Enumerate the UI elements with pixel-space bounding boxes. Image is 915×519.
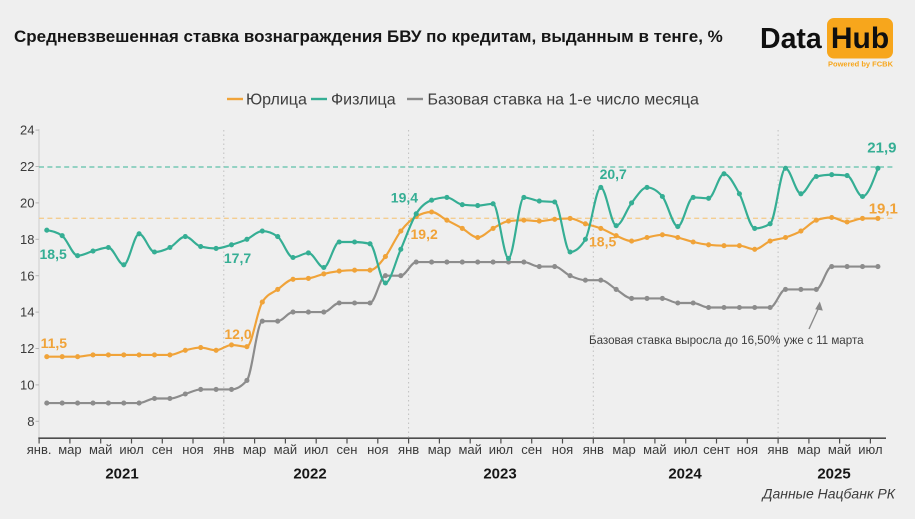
svg-text:Data: Data [760,23,823,55]
svg-text:сент: сент [703,442,730,457]
svg-text:ноя: ноя [552,442,573,457]
svg-text:11,5: 11,5 [41,335,68,351]
svg-text:май: май [458,442,481,457]
svg-text:2021: 2021 [105,466,138,483]
svg-text:мар: мар [428,442,451,457]
svg-text:21,9: 21,9 [867,140,896,157]
svg-text:24: 24 [20,123,34,138]
svg-text:17,7: 17,7 [224,250,251,266]
svg-text:2023: 2023 [483,466,516,483]
svg-text:сен: сен [337,442,358,457]
svg-text:19,2: 19,2 [411,226,438,242]
svg-text:мар: мар [612,442,635,457]
svg-text:янв: янв [398,442,419,457]
svg-text:Данные Нацбанк РК: Данные Нацбанк РК [761,486,896,502]
svg-text:мар: мар [58,442,81,457]
svg-text:Физлица: Физлица [331,92,396,109]
svg-text:сен: сен [521,442,542,457]
svg-text:янв: янв [768,442,789,457]
svg-text:Базовая ставка выросла до 16,5: Базовая ставка выросла до 16,50% уже с 1… [589,334,864,347]
svg-text:Powered by FCBK: Powered by FCBK [828,60,894,69]
svg-text:май: май [89,442,112,457]
svg-text:янв: янв [213,442,234,457]
svg-text:14: 14 [20,305,34,320]
svg-text:18: 18 [20,232,34,247]
svg-text:сен: сен [152,442,173,457]
svg-text:ноя: ноя [367,442,388,457]
svg-text:янв: янв [583,442,604,457]
svg-text:12,0: 12,0 [224,326,251,342]
svg-text:июл: июл [304,442,328,457]
svg-text:июл: июл [119,442,143,457]
svg-text:22: 22 [20,159,34,174]
svg-text:19,1: 19,1 [869,200,898,217]
svg-text:8: 8 [27,414,34,429]
svg-text:янв.: янв. [27,442,52,457]
svg-text:10: 10 [20,378,34,393]
svg-text:Hub: Hub [831,22,889,55]
svg-text:Средневзвешенная ставка вознаг: Средневзвешенная ставка вознаграждения Б… [14,27,723,46]
svg-text:12: 12 [20,341,34,356]
svg-text:20: 20 [20,196,34,211]
svg-text:Базовая ставка на 1-е число ме: Базовая ставка на 1-е число месяца [428,92,699,109]
svg-text:16: 16 [20,268,34,283]
svg-text:2024: 2024 [668,466,702,483]
svg-text:май: май [274,442,297,457]
svg-text:2025: 2025 [817,466,850,483]
svg-text:июл: июл [858,442,882,457]
svg-text:мар: мар [797,442,820,457]
svg-text:19,4: 19,4 [391,190,418,206]
svg-text:мар: мар [243,442,266,457]
svg-text:ноя: ноя [182,442,203,457]
svg-text:май: май [828,442,851,457]
svg-text:ноя: ноя [737,442,758,457]
svg-text:июл: июл [674,442,698,457]
svg-text:18,5: 18,5 [40,246,67,262]
svg-text:май: май [643,442,666,457]
svg-text:2022: 2022 [293,466,326,483]
svg-text:июл: июл [489,442,513,457]
svg-text:20,7: 20,7 [600,166,627,182]
svg-text:Юрлица: Юрлица [246,92,307,109]
svg-text:18,5: 18,5 [589,234,616,250]
